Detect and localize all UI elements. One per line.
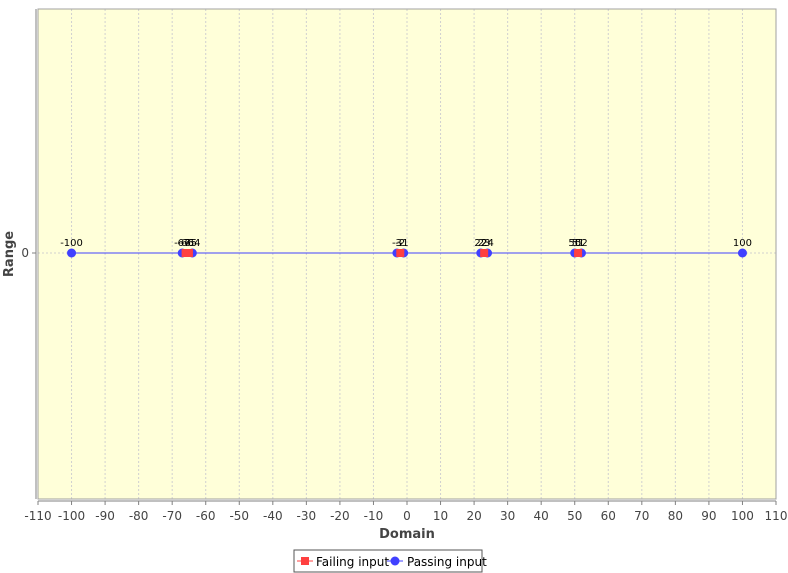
legend-passing-label: Passing input <box>407 555 487 569</box>
point-label: 22 <box>474 238 487 249</box>
x-tick-label: 110 <box>765 509 788 523</box>
point-label: 23 <box>478 238 491 249</box>
y-axis-ticks: 0 <box>21 246 36 260</box>
point-label: -2 <box>395 238 405 249</box>
plot-border <box>37 8 777 500</box>
x-tick-label: 100 <box>731 509 754 523</box>
passing-point <box>67 248 77 258</box>
x-tick-label: 10 <box>433 509 448 523</box>
point-label: -3 <box>392 238 402 249</box>
x-tick-label: -60 <box>196 509 216 523</box>
x-tick-label: 30 <box>500 509 515 523</box>
x-tick-label: -70 <box>162 509 182 523</box>
point-label: 52 <box>575 238 588 249</box>
point-label: -67 <box>174 238 190 249</box>
legend: Failing input Passing input <box>293 549 487 573</box>
x-tick-label: -50 <box>229 509 249 523</box>
x-tick-label: 0 <box>403 509 411 523</box>
passing-point <box>737 248 747 258</box>
failing-point <box>184 249 193 257</box>
y-axis-title: Range <box>2 231 17 277</box>
x-tick-label: -80 <box>129 509 149 523</box>
point-label: 100 <box>733 238 752 249</box>
point-label: -100 <box>60 238 83 249</box>
x-tick-label: 20 <box>466 509 481 523</box>
legend-failing-marker <box>301 557 309 565</box>
failing-point <box>396 249 405 257</box>
x-tick-label: -20 <box>330 509 350 523</box>
data-points <box>67 248 747 258</box>
point-label: 24 <box>481 238 494 249</box>
x-tick-label: -100 <box>58 509 85 523</box>
point-label: -65 <box>181 238 197 249</box>
legend-passing-marker <box>390 556 400 566</box>
x-axis-ticks: -110 -100 -90 -80 -70 -60 -50 -40 -30 -20 -10 0 10 20… <box>24 501 787 523</box>
x-tick-label: 40 <box>534 509 549 523</box>
point-label: -1 <box>399 238 409 249</box>
y-tick-label: 0 <box>21 246 29 260</box>
x-tick-label: -40 <box>263 509 283 523</box>
point-label: 51 <box>572 238 585 249</box>
point-label: -64 <box>184 238 200 249</box>
x-tick-label: 80 <box>668 509 683 523</box>
x-tick-label: 50 <box>567 509 582 523</box>
point-label: 50 <box>568 238 581 249</box>
failing-point <box>574 249 583 257</box>
x-tick-label: 70 <box>634 509 649 523</box>
point-label: -66 <box>177 238 193 249</box>
x-tick-label: 90 <box>701 509 716 523</box>
x-tick-label: -30 <box>297 509 317 523</box>
legend-failing-label: Failing input <box>316 555 389 569</box>
x-tick-label: -10 <box>364 509 384 523</box>
x-tick-label: -90 <box>95 509 115 523</box>
failing-point <box>480 249 489 257</box>
x-axis-title: Domain <box>379 527 435 542</box>
x-tick-label: 60 <box>601 509 616 523</box>
x-tick-label: -110 <box>24 509 51 523</box>
